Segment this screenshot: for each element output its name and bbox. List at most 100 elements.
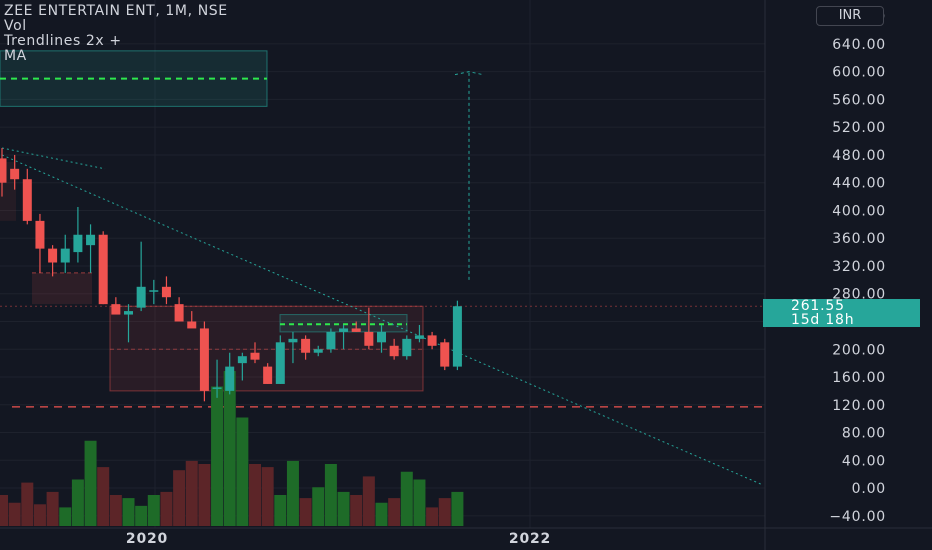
- bar-countdown: 15d 18h: [791, 312, 855, 328]
- volume-bar: [324, 464, 337, 526]
- candle-body: [452, 306, 462, 367]
- time-axis-label: 2020: [126, 531, 168, 547]
- volume-bar: [223, 371, 236, 526]
- volume-bar: [71, 479, 84, 526]
- candle-body: [402, 338, 412, 357]
- candle-body: [10, 168, 20, 180]
- volume-bar: [135, 505, 148, 526]
- candle-body: [301, 338, 311, 353]
- volume-bar: [0, 495, 8, 526]
- candle-body: [263, 366, 273, 384]
- candle-body: [351, 328, 361, 332]
- price-axis-label: 160.00: [832, 370, 886, 386]
- price-axis-label: 320.00: [832, 259, 886, 275]
- price-axis-label: 40.00: [842, 453, 886, 469]
- volume-bar: [109, 495, 122, 526]
- price-axis-label: 280.00: [832, 287, 886, 303]
- volume-bar: [21, 482, 34, 526]
- candle-body: [73, 234, 83, 253]
- candle-body: [275, 342, 285, 384]
- candle-body: [174, 304, 184, 322]
- candle-body: [136, 286, 146, 308]
- candle-body: [149, 290, 159, 292]
- volume-bar: [274, 495, 287, 526]
- candle-body: [237, 356, 247, 364]
- indicator-ma[interactable]: MA: [4, 48, 27, 64]
- currency-button[interactable]: INR: [816, 6, 884, 26]
- price-axis-label: 120.00: [832, 398, 886, 414]
- volume-bar: [249, 464, 261, 526]
- last-price-tag: 261.55 15d 18h: [763, 299, 920, 327]
- price-axis-label: 440.00: [832, 176, 886, 192]
- candle-body: [199, 328, 209, 391]
- price-axis-label: 200.00: [832, 342, 886, 358]
- candle-body: [98, 234, 108, 305]
- volume-bar: [350, 495, 363, 526]
- range-box: [32, 272, 92, 305]
- volume-bar: [84, 440, 97, 526]
- time-axis-label: 2022: [509, 531, 551, 547]
- candle-body: [326, 331, 336, 350]
- candle-body: [124, 311, 133, 315]
- volume-bar: [173, 470, 186, 526]
- volume-bar: [198, 464, 211, 526]
- candle-body: [313, 349, 323, 353]
- candle-body: [288, 338, 298, 343]
- volume-bar: [46, 491, 59, 526]
- price-axis-label: 520.00: [832, 120, 886, 136]
- volume-bar: [451, 491, 464, 526]
- volume-bar: [299, 498, 312, 526]
- volume-bar: [261, 467, 274, 526]
- indicator-vol[interactable]: Vol: [4, 18, 27, 34]
- candle-body: [377, 331, 386, 343]
- volume-bar: [375, 502, 388, 526]
- volume-bar: [33, 504, 46, 526]
- volume-bar: [400, 471, 413, 526]
- volume-bar: [160, 491, 173, 526]
- price-axis-label: 640.00: [832, 37, 886, 53]
- price-axis-label: 80.00: [842, 426, 886, 442]
- target-arrowhead: [454, 71, 484, 76]
- candle-body: [35, 220, 45, 249]
- volume-bar: [362, 476, 375, 526]
- price-axis-label: 480.00: [832, 148, 886, 164]
- candle-body: [187, 321, 197, 329]
- volume-bar: [438, 498, 451, 526]
- volume-bar: [413, 479, 426, 526]
- candle-body: [339, 328, 349, 332]
- chart-legend: ZEE ENTERTAIN ENT, 1M, NSE Vol Trendline…: [4, 4, 228, 64]
- price-axis-label: 400.00: [832, 203, 886, 219]
- candle-body: [427, 335, 437, 346]
- candle-body: [22, 179, 32, 221]
- volume-bar: [236, 417, 249, 526]
- candle-body: [0, 158, 7, 183]
- volume-bar: [211, 386, 224, 526]
- price-axis-label: 600.00: [832, 65, 886, 81]
- price-axis-label: 560.00: [832, 92, 886, 108]
- candle-body: [364, 331, 374, 346]
- candle-body: [440, 342, 450, 367]
- trendline: [1, 154, 763, 486]
- volume-bar: [388, 498, 401, 526]
- volume-bar: [97, 467, 110, 526]
- volume-bar: [147, 495, 160, 526]
- volume-bar: [185, 460, 198, 526]
- symbol-title[interactable]: ZEE ENTERTAIN ENT, 1M, NSE: [4, 3, 228, 19]
- candle-body: [111, 304, 121, 315]
- indicator-trendlines[interactable]: Trendlines 2x +: [4, 33, 122, 49]
- candle-body: [225, 366, 235, 391]
- volume-bar: [286, 460, 299, 526]
- volume-bar: [426, 507, 439, 526]
- volume-bar: [59, 507, 72, 526]
- last-price: 261.55: [791, 298, 845, 314]
- candle-body: [48, 248, 58, 263]
- candle-body: [389, 345, 399, 357]
- price-axis-label: 0.00: [852, 481, 886, 497]
- candle-body: [414, 335, 424, 339]
- volume-bar: [8, 502, 21, 526]
- volume-bar: [122, 498, 135, 526]
- volume-bar: [312, 487, 325, 526]
- price-axis-label: −40.00: [829, 509, 886, 525]
- candle-body: [161, 286, 171, 298]
